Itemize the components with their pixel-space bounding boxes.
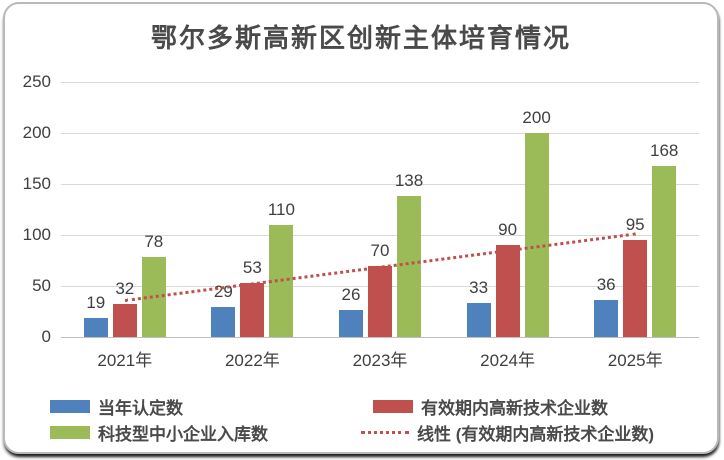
bar-value-label: 32 [115, 279, 135, 299]
y-axis-tick-label: 100 [22, 225, 51, 244]
bar-2023年-series-0 [339, 310, 363, 337]
legend-label: 线性 (有效期内高新技术企业数) [417, 425, 655, 444]
bar-value-label: 19 [86, 292, 106, 312]
bar-value-label: 53 [242, 257, 262, 277]
bar-2023年-series-1 [368, 265, 392, 337]
y-axis-tick-label: 50 [32, 276, 51, 295]
bar-2025年-series-0 [594, 300, 619, 337]
bar-value-label: 168 [650, 140, 679, 160]
legend-item-0: 当年认定数 [50, 394, 183, 419]
bar-value-label: 26 [341, 285, 361, 305]
legend-item-2: 科技型中小企业入库数 [50, 420, 268, 445]
gridline [61, 183, 699, 185]
x-axis-label: 2022年 [224, 351, 280, 370]
y-axis-tick-label: 150 [22, 174, 51, 193]
bar-value-label: 78 [144, 232, 164, 252]
bar-value-label: 95 [625, 215, 645, 235]
gridline [61, 132, 699, 134]
legend-color-swatch [373, 400, 413, 413]
bar-2022年-series-1 [240, 282, 265, 337]
chart-frame: 鄂尔多斯高新区创新主体培育情况 0 50 100 150 200 250 2021年 19 32… [3, 2, 719, 454]
bar-2024年-series-0 [466, 303, 491, 337]
bar-2023年-series-2 [397, 196, 421, 337]
legend-item-3: 线性 (有效期内高新技术企业数) [361, 420, 654, 445]
gridline [61, 234, 699, 236]
bar-2021年-series-2 [141, 257, 166, 337]
legend-label: 有效期内高新技术企业数 [421, 399, 608, 418]
legend-item-1: 有效期内高新技术企业数 [373, 394, 608, 419]
bar-value-label: 70 [370, 240, 390, 260]
bar-value-label: 138 [394, 171, 424, 191]
y-axis-tick-label: 250 [22, 72, 51, 91]
legend-dotted-line-swatch [361, 431, 409, 434]
gridline [61, 336, 699, 338]
legend-label: 当年认定数 [98, 399, 183, 418]
x-axis-label: 2021年 [97, 351, 153, 370]
bar-2022年-series-0 [211, 307, 236, 337]
bar-value-label: 29 [213, 282, 233, 302]
bar-value-label: 36 [596, 275, 616, 295]
bar-2025年-series-2 [652, 165, 677, 337]
bar-value-label: 33 [469, 278, 489, 298]
legend-color-swatch [50, 426, 90, 439]
x-axis-label: 2025年 [607, 351, 663, 370]
bar-value-label: 200 [522, 108, 551, 127]
y-axis-tick-label: 0 [41, 327, 51, 346]
bar-chart-plot-area: 0 50 100 150 200 250 2021年 19 32 78 2022年 29 53 110 20… [5, 4, 717, 452]
bar-value-label: 110 [267, 199, 295, 219]
x-axis-label: 2024年 [480, 351, 535, 370]
legend-label: 科技型中小企业入库数 [98, 425, 268, 444]
bar-2021年-series-1 [112, 304, 137, 337]
gridline [61, 81, 699, 83]
bar-value-label: 90 [498, 220, 518, 240]
bar-2025年-series-1 [623, 240, 648, 337]
legend-color-swatch [50, 400, 90, 413]
bar-2024年-series-1 [495, 245, 520, 337]
y-axis-tick-label: 200 [22, 123, 51, 142]
bar-2024年-series-2 [524, 133, 549, 337]
x-axis-label: 2023年 [352, 351, 408, 370]
bar-2021年-series-0 [83, 317, 108, 337]
chart-title: 鄂尔多斯高新区创新主体培育情况 [150, 23, 571, 53]
bar-2022年-series-2 [269, 224, 294, 337]
